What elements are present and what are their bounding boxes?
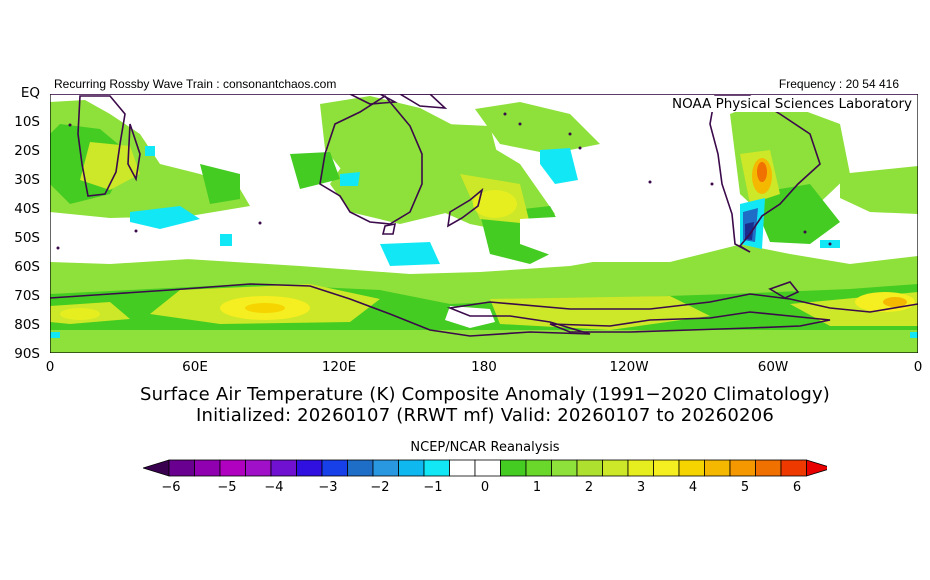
lat-label-80s: 80S bbox=[14, 317, 40, 333]
colorbar-arrow-high bbox=[806, 459, 827, 477]
colorbar-cell bbox=[321, 459, 348, 477]
africa-outline bbox=[77, 95, 126, 197]
islands bbox=[56, 112, 832, 250]
lat-label-10s: 10S bbox=[14, 114, 40, 130]
tasmania-outline bbox=[381, 222, 397, 235]
colorbar-cell bbox=[729, 459, 756, 477]
colorbar-cell bbox=[398, 459, 425, 477]
colorbar-cell bbox=[780, 459, 807, 477]
indonesia-outline bbox=[349, 94, 398, 105]
frequency-label: Frequency : 20 54 416 bbox=[778, 77, 899, 91]
colorbar-arrow-low bbox=[143, 459, 170, 477]
colorbar-cell bbox=[576, 459, 603, 477]
colorbar-cell bbox=[270, 459, 297, 477]
colorbar-cell bbox=[755, 459, 782, 477]
colorbar-cell bbox=[194, 459, 221, 477]
lat-label-50s: 50S bbox=[14, 230, 40, 246]
colorbar-tick: 5 bbox=[740, 480, 750, 495]
lon-label-0: 0 bbox=[45, 359, 55, 375]
colorbar-tick: −2 bbox=[370, 480, 390, 495]
colorbar-cell bbox=[525, 459, 552, 477]
colorbar-tick: −1 bbox=[423, 480, 443, 495]
lab-name: NOAA Physical Sciences Laboratory bbox=[669, 96, 914, 112]
colorbar-label: NCEP/NCAR Reanalysis bbox=[410, 440, 560, 455]
colorbar-cell bbox=[653, 459, 680, 477]
colorbar-tick: −4 bbox=[264, 480, 284, 495]
colorbar-cell bbox=[704, 459, 731, 477]
colorbar-cell bbox=[219, 459, 246, 477]
south-america-outline bbox=[709, 95, 821, 253]
colorbar-cell bbox=[168, 459, 195, 477]
lat-label-60s: 60S bbox=[14, 259, 40, 275]
colorbar-cell bbox=[551, 459, 578, 477]
neutral-patch-3 bbox=[520, 214, 750, 262]
new-guinea-outline bbox=[398, 94, 448, 109]
temperature-anomaly-map bbox=[50, 94, 918, 353]
new-zealand-outline bbox=[446, 187, 484, 228]
colorbar-tick: −3 bbox=[318, 480, 338, 495]
colorbar-cell bbox=[347, 459, 374, 477]
colorbar-tick: 0 bbox=[480, 480, 490, 495]
colorbar-cell bbox=[372, 459, 399, 477]
lon-label-60e: 60E bbox=[182, 359, 208, 375]
neutral-patch-2 bbox=[50, 224, 250, 264]
colorbar bbox=[143, 459, 827, 477]
colorbar-tick: −5 bbox=[217, 480, 237, 495]
lat-label-40s: 40S bbox=[14, 201, 40, 217]
lon-label-0-end: 0 bbox=[913, 359, 923, 375]
colorbar-cell bbox=[474, 459, 501, 477]
lon-label-180: 180 bbox=[471, 359, 497, 375]
lon-label-60w: 60W bbox=[757, 359, 789, 375]
colorbar-cell bbox=[449, 459, 476, 477]
peninsula-outline bbox=[768, 281, 800, 299]
source-credit: Recurring Rossby Wave Train : consonantc… bbox=[54, 77, 337, 91]
colorbar-cell bbox=[627, 459, 654, 477]
antarctica-outline bbox=[50, 283, 918, 337]
colorbar-tick: 3 bbox=[636, 480, 646, 495]
lat-label-30s: 30S bbox=[14, 172, 40, 188]
coastlines bbox=[50, 94, 918, 337]
lat-label-90s: 90S bbox=[14, 346, 40, 362]
negative-anomalies bbox=[50, 146, 918, 338]
lat-label-20s: 20S bbox=[14, 143, 40, 159]
colorbar-cell bbox=[296, 459, 323, 477]
map-title: Surface Air Temperature (K) Composite An… bbox=[139, 384, 831, 405]
colorbar-tick: 1 bbox=[532, 480, 542, 495]
madagascar-outline bbox=[127, 123, 141, 182]
colorbar-tick: 4 bbox=[688, 480, 698, 495]
colorbar-cell bbox=[678, 459, 705, 477]
colorbar-cell bbox=[245, 459, 272, 477]
colorbar-tick: −6 bbox=[161, 480, 181, 495]
colorbar-cell bbox=[500, 459, 527, 477]
colorbar-cell bbox=[602, 459, 629, 477]
map-subtitle: Initialized: 20260107 (RRWT mf) Valid: 2… bbox=[195, 405, 775, 426]
lat-label-70s: 70S bbox=[14, 288, 40, 304]
lon-label-120w: 120W bbox=[609, 359, 649, 375]
lat-label-eq: EQ bbox=[20, 85, 40, 101]
colorbar-tick: 2 bbox=[584, 480, 594, 495]
colorbar-cell bbox=[423, 459, 450, 477]
colorbar-tick: 6 bbox=[792, 480, 802, 495]
ross-ice-shelf-outline bbox=[549, 311, 831, 333]
lon-label-120e: 120E bbox=[321, 359, 357, 375]
